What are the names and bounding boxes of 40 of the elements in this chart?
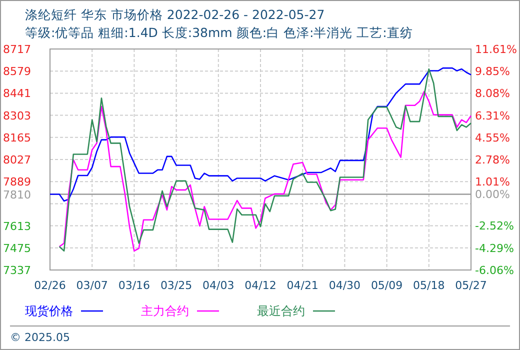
- y-tick-label: 7475: [3, 242, 31, 255]
- x-tick-label: 04/30: [328, 279, 361, 292]
- legend-label: 现货价格: [25, 304, 73, 318]
- text: © 2025.05: [10, 331, 70, 344]
- ref-line-label: 7810: [3, 188, 31, 202]
- x-tick-label: 04/03: [202, 279, 234, 292]
- y-tick-label: 8579: [3, 65, 31, 78]
- y-tick-label: 8165: [3, 131, 31, 144]
- legend-label: 主力合约: [141, 304, 189, 318]
- x-tick-label: 04/12: [244, 279, 276, 292]
- x-tick-label: 05/09: [370, 279, 403, 292]
- y2-tick-label: -2.52%: [475, 220, 514, 233]
- y2-tick-label: 11.61%: [475, 43, 517, 56]
- x-tick-label: 03/16: [118, 279, 150, 292]
- y2-tick-label: -6.06%: [475, 264, 514, 277]
- y-tick-label: 7889: [3, 176, 31, 189]
- y2-tick-label: 1.01%: [475, 176, 510, 189]
- y-tick-label: 8303: [3, 109, 31, 122]
- x-tick-label: 04/21: [286, 279, 318, 292]
- y2-tick-label: 9.85%: [475, 65, 510, 78]
- legend-label: 最近合约: [257, 304, 305, 318]
- line-series: [49, 67, 472, 202]
- y2-tick-label: 0.00%: [475, 188, 510, 202]
- chart-subtitle: 等级:优等品 粗细:1.4D 长度:38mm 颜色:白 色泽:半消光 工艺:直纺: [25, 25, 413, 40]
- chart-title: 涤纶短纤 华东 市场价格 2022-02-26 - 2022-05-27: [25, 7, 325, 22]
- x-tick-label: 05/18: [413, 279, 445, 292]
- y2-tick-label: 6.31%: [475, 109, 510, 122]
- x-tick-label: 03/07: [76, 279, 108, 292]
- x-tick-label: 05/27: [455, 279, 487, 292]
- y-tick-label: 8441: [3, 87, 31, 100]
- y2-tick-label: -4.29%: [475, 242, 514, 255]
- y2-tick-label: 4.55%: [475, 131, 510, 144]
- y-tick-label: 7613: [3, 220, 31, 233]
- y2-tick-label: 8.08%: [475, 87, 510, 100]
- y-tick-label: 8027: [3, 154, 31, 166]
- y-tick-label: 7337: [3, 264, 31, 277]
- x-tick-label: 03/25: [160, 279, 192, 292]
- x-tick-label: 02/26: [34, 279, 66, 292]
- y2-tick-label: 2.78%: [475, 153, 510, 166]
- y-tick-label: 8717: [3, 43, 31, 56]
